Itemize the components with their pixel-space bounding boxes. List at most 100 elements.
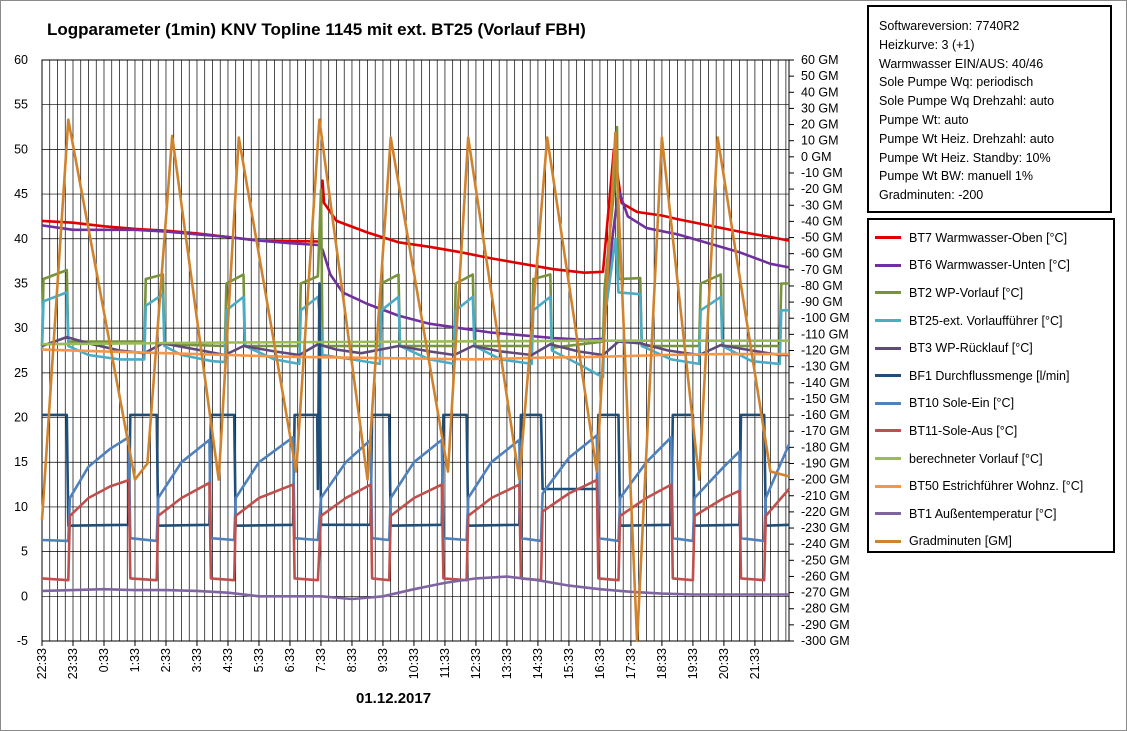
legend-item: berechneter Vorlauf [°C] — [875, 445, 1113, 473]
x-tick-label: 4:33 — [221, 648, 235, 672]
y-left-tick-label: 25 — [14, 366, 28, 380]
y-right-tick-label: -10 GM — [801, 166, 843, 180]
axes: -5 0 5 10 15 20 25 30 35 40 45 50 55 60 60 GM 50 GM 40 G… — [14, 53, 850, 679]
y-left-tick-label: 40 — [14, 232, 28, 246]
legend-item: BT2 WP-Vorlauf [°C] — [875, 279, 1113, 307]
legend-item: BT7 Warmwasser-Oben [°C] — [875, 224, 1113, 252]
y-left-tick-label: 10 — [14, 500, 28, 514]
y-right-tick-label: -90 GM — [801, 295, 843, 309]
series-line-12 — [40, 118, 790, 643]
y-right-tick-label: -290 GM — [801, 618, 850, 632]
y-left-tick-label: 5 — [21, 545, 28, 559]
y-right-tick-label: 10 GM — [801, 134, 839, 148]
info-line: Pumpe Wt Heiz. Drehzahl: auto — [879, 131, 1055, 146]
legend-item: BT11-Sole-Aus [°C] — [875, 417, 1113, 445]
x-tick-label: 0:33 — [97, 648, 111, 672]
y-right-tick-label: -160 GM — [801, 408, 850, 422]
legend: BT7 Warmwasser-Oben [°C] BT6 Warmwasser-U… — [867, 218, 1115, 553]
x-tick-label: 2:33 — [159, 648, 173, 672]
x-tick-label: 10:33 — [407, 648, 421, 679]
info-line: Sole Pumpe Wq: periodisch — [879, 75, 1034, 90]
x-tick-label: 18:33 — [655, 648, 669, 679]
legend-swatch — [875, 457, 901, 461]
legend-swatch — [875, 291, 901, 295]
legend-swatch — [875, 484, 901, 488]
y-right-tick-label: -180 GM — [801, 440, 850, 454]
x-tick-label: 3:33 — [190, 648, 204, 672]
legend-label: BT11-Sole-Aus [°C] — [909, 423, 1018, 438]
legend-item: Gradminuten [GM] — [875, 528, 1113, 556]
y-right-tick-label: -220 GM — [801, 505, 850, 519]
info-line: Pumpe Wt: auto — [879, 112, 969, 127]
legend-swatch — [875, 539, 901, 543]
legend-label: BT3 WP-Rücklauf [°C] — [909, 341, 1033, 356]
info-line: Softwareversion: 7740R2 — [879, 19, 1020, 33]
x-tick-label: 17:33 — [624, 648, 638, 679]
info-line: Pumpe Wt Heiz. Standby: 10% — [879, 150, 1051, 165]
y-left-tick-label: 35 — [14, 276, 28, 290]
x-tick-label: 11:33 — [438, 648, 452, 678]
legend-swatch — [875, 374, 901, 378]
series-line-8 — [41, 478, 790, 582]
legend-label: BT1 Außentemperatur [°C] — [909, 506, 1057, 521]
x-tick-label: 19:33 — [686, 648, 700, 679]
series-line-10 — [41, 348, 789, 361]
x-tick-label: 8:33 — [345, 648, 359, 672]
info-line: Sole Pumpe Wq Drehzahl: auto — [879, 94, 1055, 109]
legend-item: BT1 Außentemperatur [°C] — [875, 500, 1113, 528]
legend-label: Gradminuten [GM] — [909, 534, 1012, 549]
y-right-tick-label: -300 GM — [801, 634, 850, 648]
y-right-tick-label: 40 GM — [801, 85, 839, 99]
legend-label: BT6 Warmwasser-Unten [°C] — [909, 258, 1070, 273]
info-box: Softwareversion: 7740R2 Heizkurve: 3 (+1)… — [867, 5, 1112, 213]
legend-item: BT3 WP-Rücklauf [°C] — [875, 334, 1113, 362]
y-right-tick-label: -20 GM — [801, 182, 843, 196]
x-tick-label: 23:33 — [66, 648, 80, 679]
legend-swatch — [875, 236, 901, 240]
legend-swatch — [875, 263, 901, 267]
y-right-tick-label: 20 GM — [801, 118, 839, 132]
legend-swatch — [875, 429, 901, 433]
info-line: Pumpe Wt BW: manuell 1% — [879, 169, 1033, 184]
y-right-tick-label: 0 GM — [801, 150, 832, 164]
y-right-tick-label: -130 GM — [801, 360, 850, 374]
legend-swatch — [875, 319, 901, 323]
y-right-tick-label: -50 GM — [801, 231, 843, 245]
legend-label: BT25-ext. Vorlaufführer [°C] — [909, 313, 1063, 328]
y-right-tick-label: -150 GM — [801, 392, 850, 406]
y-right-tick-label: -270 GM — [801, 586, 850, 600]
legend-label: berechneter Vorlauf [°C] — [909, 451, 1043, 466]
y-right-tick-label: -250 GM — [801, 553, 850, 567]
y-right-tick-label: 50 GM — [801, 69, 839, 83]
y-right-tick-label: -40 GM — [801, 214, 843, 228]
x-tick-label: 22:33 — [35, 648, 49, 679]
info-line: Gradminuten: -200 — [879, 188, 984, 203]
legend-item: BT10 Sole-Ein [°C] — [875, 390, 1113, 418]
x-tick-label: 13:33 — [500, 648, 514, 679]
y-right-tick-label: -70 GM — [801, 263, 843, 277]
x-tick-label: 14:33 — [531, 648, 545, 679]
x-tick-label: 7:33 — [314, 648, 328, 672]
legend-label: BT10 Sole-Ein [°C] — [909, 396, 1015, 411]
y-left-tick-label: 55 — [14, 98, 28, 112]
legend-label: BT50 Estrichführer Wohnz. [°C] — [909, 479, 1084, 494]
y-right-tick-label: -140 GM — [801, 376, 850, 390]
y-right-tick-label: 60 GM — [801, 53, 839, 67]
legend-label: BT7 Warmwasser-Oben [°C] — [909, 230, 1068, 245]
info-line: Heizkurve: 3 (+1) — [879, 37, 975, 52]
y-left-tick-label: 0 — [21, 589, 28, 603]
legend-swatch — [875, 512, 901, 516]
y-right-tick-label: -210 GM — [801, 489, 850, 503]
x-tick-label: 20:33 — [717, 648, 731, 679]
legend-item: BF1 Durchflussmenge [l/min] — [875, 362, 1113, 390]
x-tick-label: 12:33 — [469, 648, 483, 679]
y-right-tick-label: -190 GM — [801, 456, 850, 470]
y-left-tick-label: 50 — [14, 142, 28, 156]
y-right-tick-label: -200 GM — [801, 473, 850, 487]
x-tick-label: 1:33 — [128, 648, 142, 672]
series-lines — [40, 118, 791, 643]
series-line-9 — [41, 339, 789, 346]
x-tick-label: 5:33 — [252, 648, 266, 672]
y-right-tick-label: -170 GM — [801, 424, 850, 438]
